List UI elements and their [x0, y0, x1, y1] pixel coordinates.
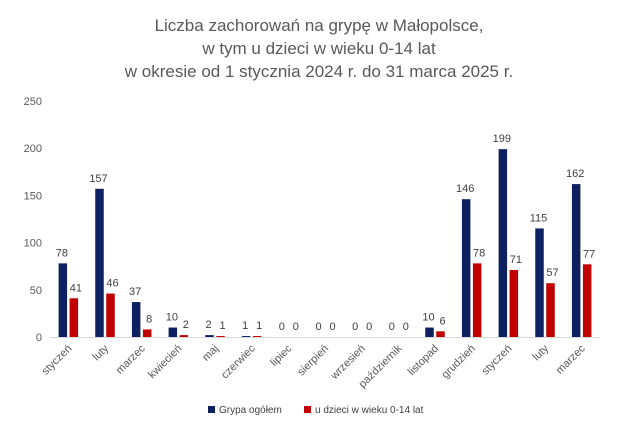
data-label: 57 [546, 267, 558, 279]
bar-total [461, 199, 471, 337]
data-label: 78 [56, 247, 68, 259]
y-tick-label: 200 [24, 143, 42, 155]
data-label: 8 [146, 313, 152, 325]
legend-entry: Grypa ogółem [219, 405, 282, 416]
bar-children [106, 293, 115, 337]
x-tick-label: styczeń [40, 343, 75, 378]
data-label: 41 [70, 282, 82, 294]
x-tick-label: listopad [406, 343, 441, 378]
data-label: 157 [89, 173, 107, 185]
x-tick-label: marzec [554, 342, 588, 376]
bar-total [58, 263, 68, 337]
chart-title-line: Liczba zachorowań na grypę w Małopolsce, [155, 16, 484, 35]
data-label: 0 [403, 321, 409, 333]
bar-children [142, 329, 152, 337]
x-tick-label: styczeń [480, 343, 515, 378]
data-label: 0 [279, 321, 285, 333]
legend-swatch [304, 406, 311, 413]
bar-children [509, 269, 519, 337]
data-label: 2 [183, 319, 189, 331]
data-label: 0 [366, 321, 372, 333]
x-tick-label: kwiecień [146, 343, 184, 381]
data-label: 199 [493, 133, 511, 145]
data-label: 10 [422, 312, 434, 324]
y-tick-label: 50 [30, 285, 42, 297]
data-label: 115 [530, 212, 548, 224]
data-label: 146 [456, 183, 474, 195]
data-label: 1 [256, 320, 262, 332]
data-label: 2 [205, 319, 211, 331]
bar-total [498, 149, 508, 337]
bar-total [95, 188, 104, 337]
x-tick-label: luty [531, 342, 552, 363]
y-tick-label: 100 [24, 238, 42, 250]
bar-children [216, 336, 225, 337]
bar-total [168, 327, 178, 337]
bar-total [205, 335, 214, 337]
data-label: 10 [166, 312, 178, 324]
bars [58, 149, 592, 337]
bar-children [179, 335, 189, 337]
bar-total [241, 336, 251, 337]
data-label: 0 [315, 321, 321, 333]
legend: Grypa ogółem u dzieci w wieku 0-14 lat [208, 405, 424, 416]
data-label: 71 [510, 254, 522, 266]
data-label: 77 [583, 248, 595, 260]
data-label: 46 [106, 278, 118, 290]
x-tick-label: czerwiec [219, 342, 258, 381]
bar-total [425, 327, 434, 337]
bar-total [535, 228, 544, 337]
x-tick-label: lipiec [268, 342, 295, 369]
bar-children [472, 263, 482, 337]
x-tick-label: grudzień [439, 343, 477, 381]
bar-children [69, 298, 79, 337]
x-tick-label: maj [200, 343, 221, 364]
data-label: 37 [129, 286, 141, 298]
x-tick-label: marzec [114, 342, 148, 376]
chart-title: Liczba zachorowań na grypę w Małopolsce,… [124, 16, 513, 81]
chart-title-line: w okresie od 1 stycznia 2024 r. do 31 ma… [124, 62, 513, 81]
y-tick-label: 250 [24, 96, 42, 108]
y-tick-label: 150 [24, 190, 42, 202]
legend-swatch [208, 406, 215, 413]
x-tick-label: sierpień [295, 343, 331, 379]
data-label: 6 [439, 315, 445, 327]
y-tick-label: 0 [36, 332, 42, 344]
y-axis: 0 50 100 150 200 250 [24, 96, 42, 344]
bar-total [131, 302, 141, 337]
data-label: 162 [566, 168, 584, 180]
data-label: 0 [329, 321, 335, 333]
data-label: 1 [242, 320, 248, 332]
bar-children [436, 331, 445, 337]
bar-children [582, 264, 592, 337]
data-label: 0 [389, 321, 395, 333]
data-label: 78 [473, 247, 485, 259]
data-label: 0 [352, 321, 358, 333]
chart-title-line: w tym u dzieci w wieku 0-14 lat [201, 39, 436, 58]
bar-children [546, 283, 555, 337]
bar-children [252, 336, 262, 337]
x-tick-label: luty [91, 342, 112, 363]
data-label: 0 [293, 321, 299, 333]
data-label: 1 [219, 320, 225, 332]
legend-entry: u dzieci w wieku 0-14 lat [315, 405, 424, 416]
bar-total [571, 184, 581, 337]
